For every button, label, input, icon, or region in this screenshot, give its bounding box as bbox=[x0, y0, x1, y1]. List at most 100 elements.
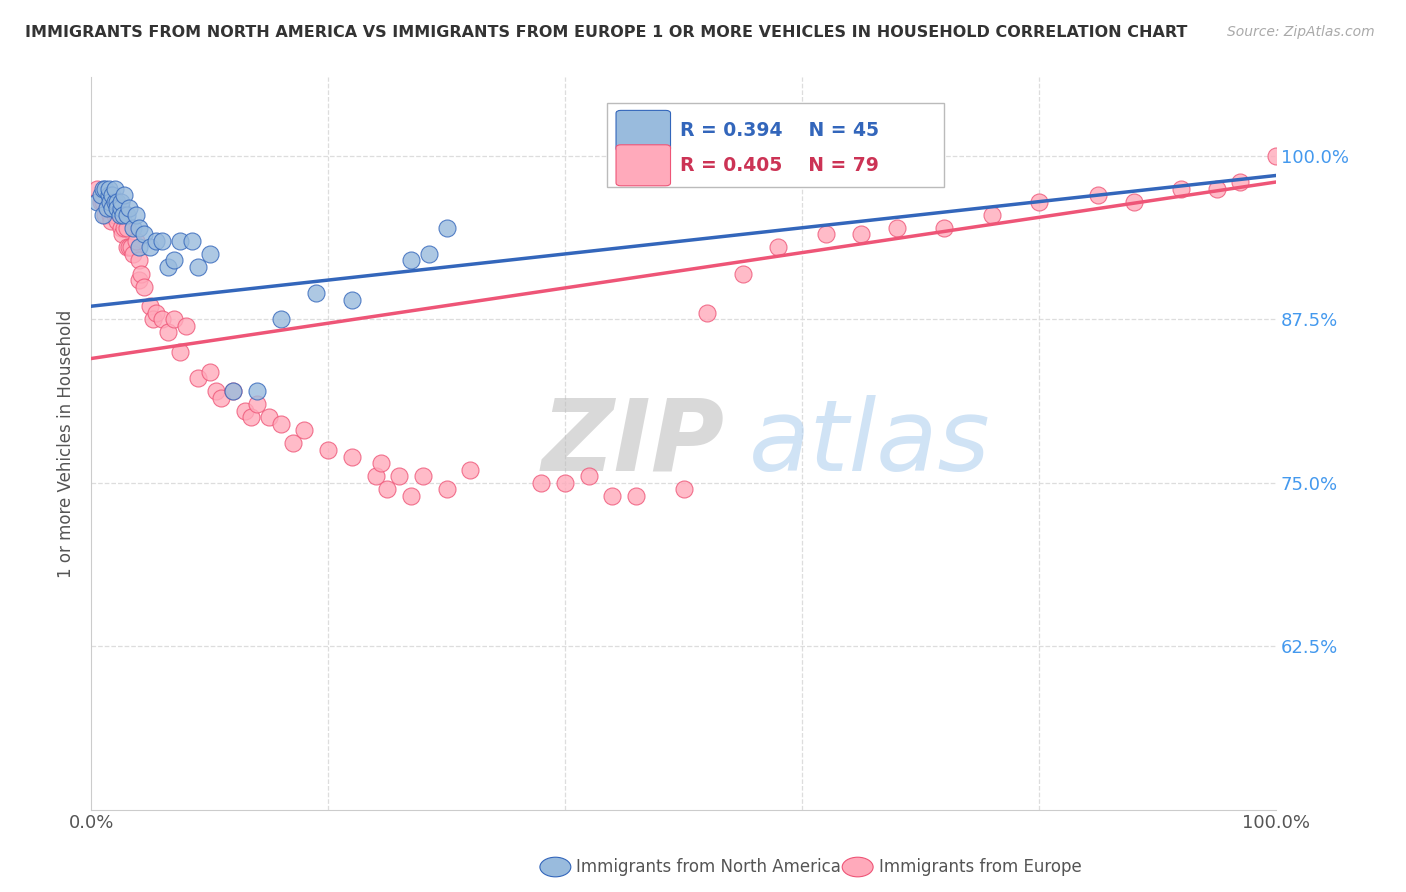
Point bbox=[305, 286, 328, 301]
Point bbox=[86, 181, 108, 195]
Text: R = 0.405    N = 79: R = 0.405 N = 79 bbox=[681, 156, 879, 175]
Point bbox=[100, 214, 122, 228]
Point bbox=[1265, 149, 1288, 163]
Point bbox=[118, 201, 141, 215]
Point bbox=[246, 397, 269, 411]
Text: R = 0.394    N = 45: R = 0.394 N = 45 bbox=[681, 121, 879, 140]
Point bbox=[128, 220, 150, 235]
Point bbox=[364, 469, 387, 483]
Text: Immigrants from North America: Immigrants from North America bbox=[576, 858, 841, 876]
Point bbox=[139, 299, 162, 313]
Text: IMMIGRANTS FROM NORTH AMERICA VS IMMIGRANTS FROM EUROPE 1 OR MORE VEHICLES IN HO: IMMIGRANTS FROM NORTH AMERICA VS IMMIGRA… bbox=[25, 25, 1188, 40]
Point bbox=[112, 188, 135, 202]
Point bbox=[851, 227, 873, 242]
Point bbox=[96, 201, 118, 215]
Point bbox=[101, 201, 124, 215]
Point bbox=[163, 312, 186, 326]
Point bbox=[94, 208, 117, 222]
Point bbox=[134, 227, 156, 242]
Point bbox=[240, 410, 263, 425]
Point bbox=[281, 436, 304, 450]
Point bbox=[934, 220, 956, 235]
Point bbox=[145, 306, 167, 320]
Point bbox=[1028, 194, 1050, 209]
Point bbox=[204, 384, 226, 399]
Point bbox=[530, 475, 553, 490]
Point bbox=[257, 410, 280, 425]
Point bbox=[672, 482, 695, 496]
Point bbox=[129, 267, 152, 281]
Point bbox=[121, 220, 143, 235]
Point bbox=[110, 201, 132, 215]
Point bbox=[97, 181, 120, 195]
Point bbox=[578, 469, 600, 483]
Point bbox=[97, 188, 120, 202]
FancyBboxPatch shape bbox=[606, 103, 945, 187]
Point bbox=[294, 424, 316, 438]
Point bbox=[211, 391, 233, 405]
Point bbox=[169, 345, 191, 359]
Point bbox=[91, 181, 114, 195]
Point bbox=[125, 208, 148, 222]
Point bbox=[1170, 181, 1192, 195]
Point bbox=[97, 201, 120, 215]
Point bbox=[96, 201, 118, 215]
Point bbox=[187, 371, 209, 385]
Point bbox=[115, 208, 138, 222]
Point bbox=[222, 384, 245, 399]
Point bbox=[128, 253, 150, 268]
Point bbox=[886, 220, 908, 235]
Point bbox=[418, 247, 440, 261]
Point bbox=[121, 247, 143, 261]
Point bbox=[340, 450, 363, 464]
Point bbox=[91, 208, 114, 222]
Point bbox=[377, 482, 399, 496]
Point bbox=[110, 220, 132, 235]
Point bbox=[624, 489, 647, 503]
Y-axis label: 1 or more Vehicles in Household: 1 or more Vehicles in Household bbox=[58, 310, 75, 578]
Point bbox=[94, 181, 117, 195]
Point bbox=[115, 240, 138, 254]
Point bbox=[696, 306, 718, 320]
Point bbox=[101, 194, 124, 209]
Point bbox=[198, 247, 221, 261]
Point bbox=[90, 194, 112, 209]
Point bbox=[222, 384, 245, 399]
Point bbox=[108, 208, 131, 222]
Point bbox=[388, 469, 411, 483]
Point bbox=[180, 234, 202, 248]
Point bbox=[370, 456, 392, 470]
Point bbox=[111, 227, 134, 242]
Point bbox=[731, 149, 754, 163]
Point bbox=[814, 227, 837, 242]
Point bbox=[174, 318, 197, 333]
Point bbox=[142, 312, 165, 326]
Point bbox=[86, 194, 108, 209]
Point bbox=[104, 208, 127, 222]
Point bbox=[139, 240, 162, 254]
Point bbox=[187, 260, 209, 274]
Point bbox=[104, 181, 127, 195]
Point bbox=[436, 220, 458, 235]
Point bbox=[316, 443, 339, 458]
Point bbox=[110, 194, 132, 209]
Point bbox=[101, 188, 124, 202]
Text: ZIP: ZIP bbox=[541, 395, 724, 492]
Point bbox=[270, 312, 292, 326]
Point bbox=[1087, 188, 1109, 202]
Point bbox=[458, 462, 481, 476]
Point bbox=[145, 234, 167, 248]
Point bbox=[110, 208, 132, 222]
FancyBboxPatch shape bbox=[616, 145, 671, 186]
Point bbox=[768, 240, 790, 254]
Text: atlas: atlas bbox=[749, 395, 990, 492]
Point bbox=[115, 220, 138, 235]
Point bbox=[233, 404, 256, 418]
Text: Source: ZipAtlas.com: Source: ZipAtlas.com bbox=[1227, 25, 1375, 39]
Point bbox=[602, 489, 624, 503]
Text: Immigrants from Europe: Immigrants from Europe bbox=[879, 858, 1081, 876]
Point bbox=[112, 220, 135, 235]
Point bbox=[157, 326, 180, 340]
Point bbox=[163, 253, 186, 268]
Point bbox=[125, 234, 148, 248]
